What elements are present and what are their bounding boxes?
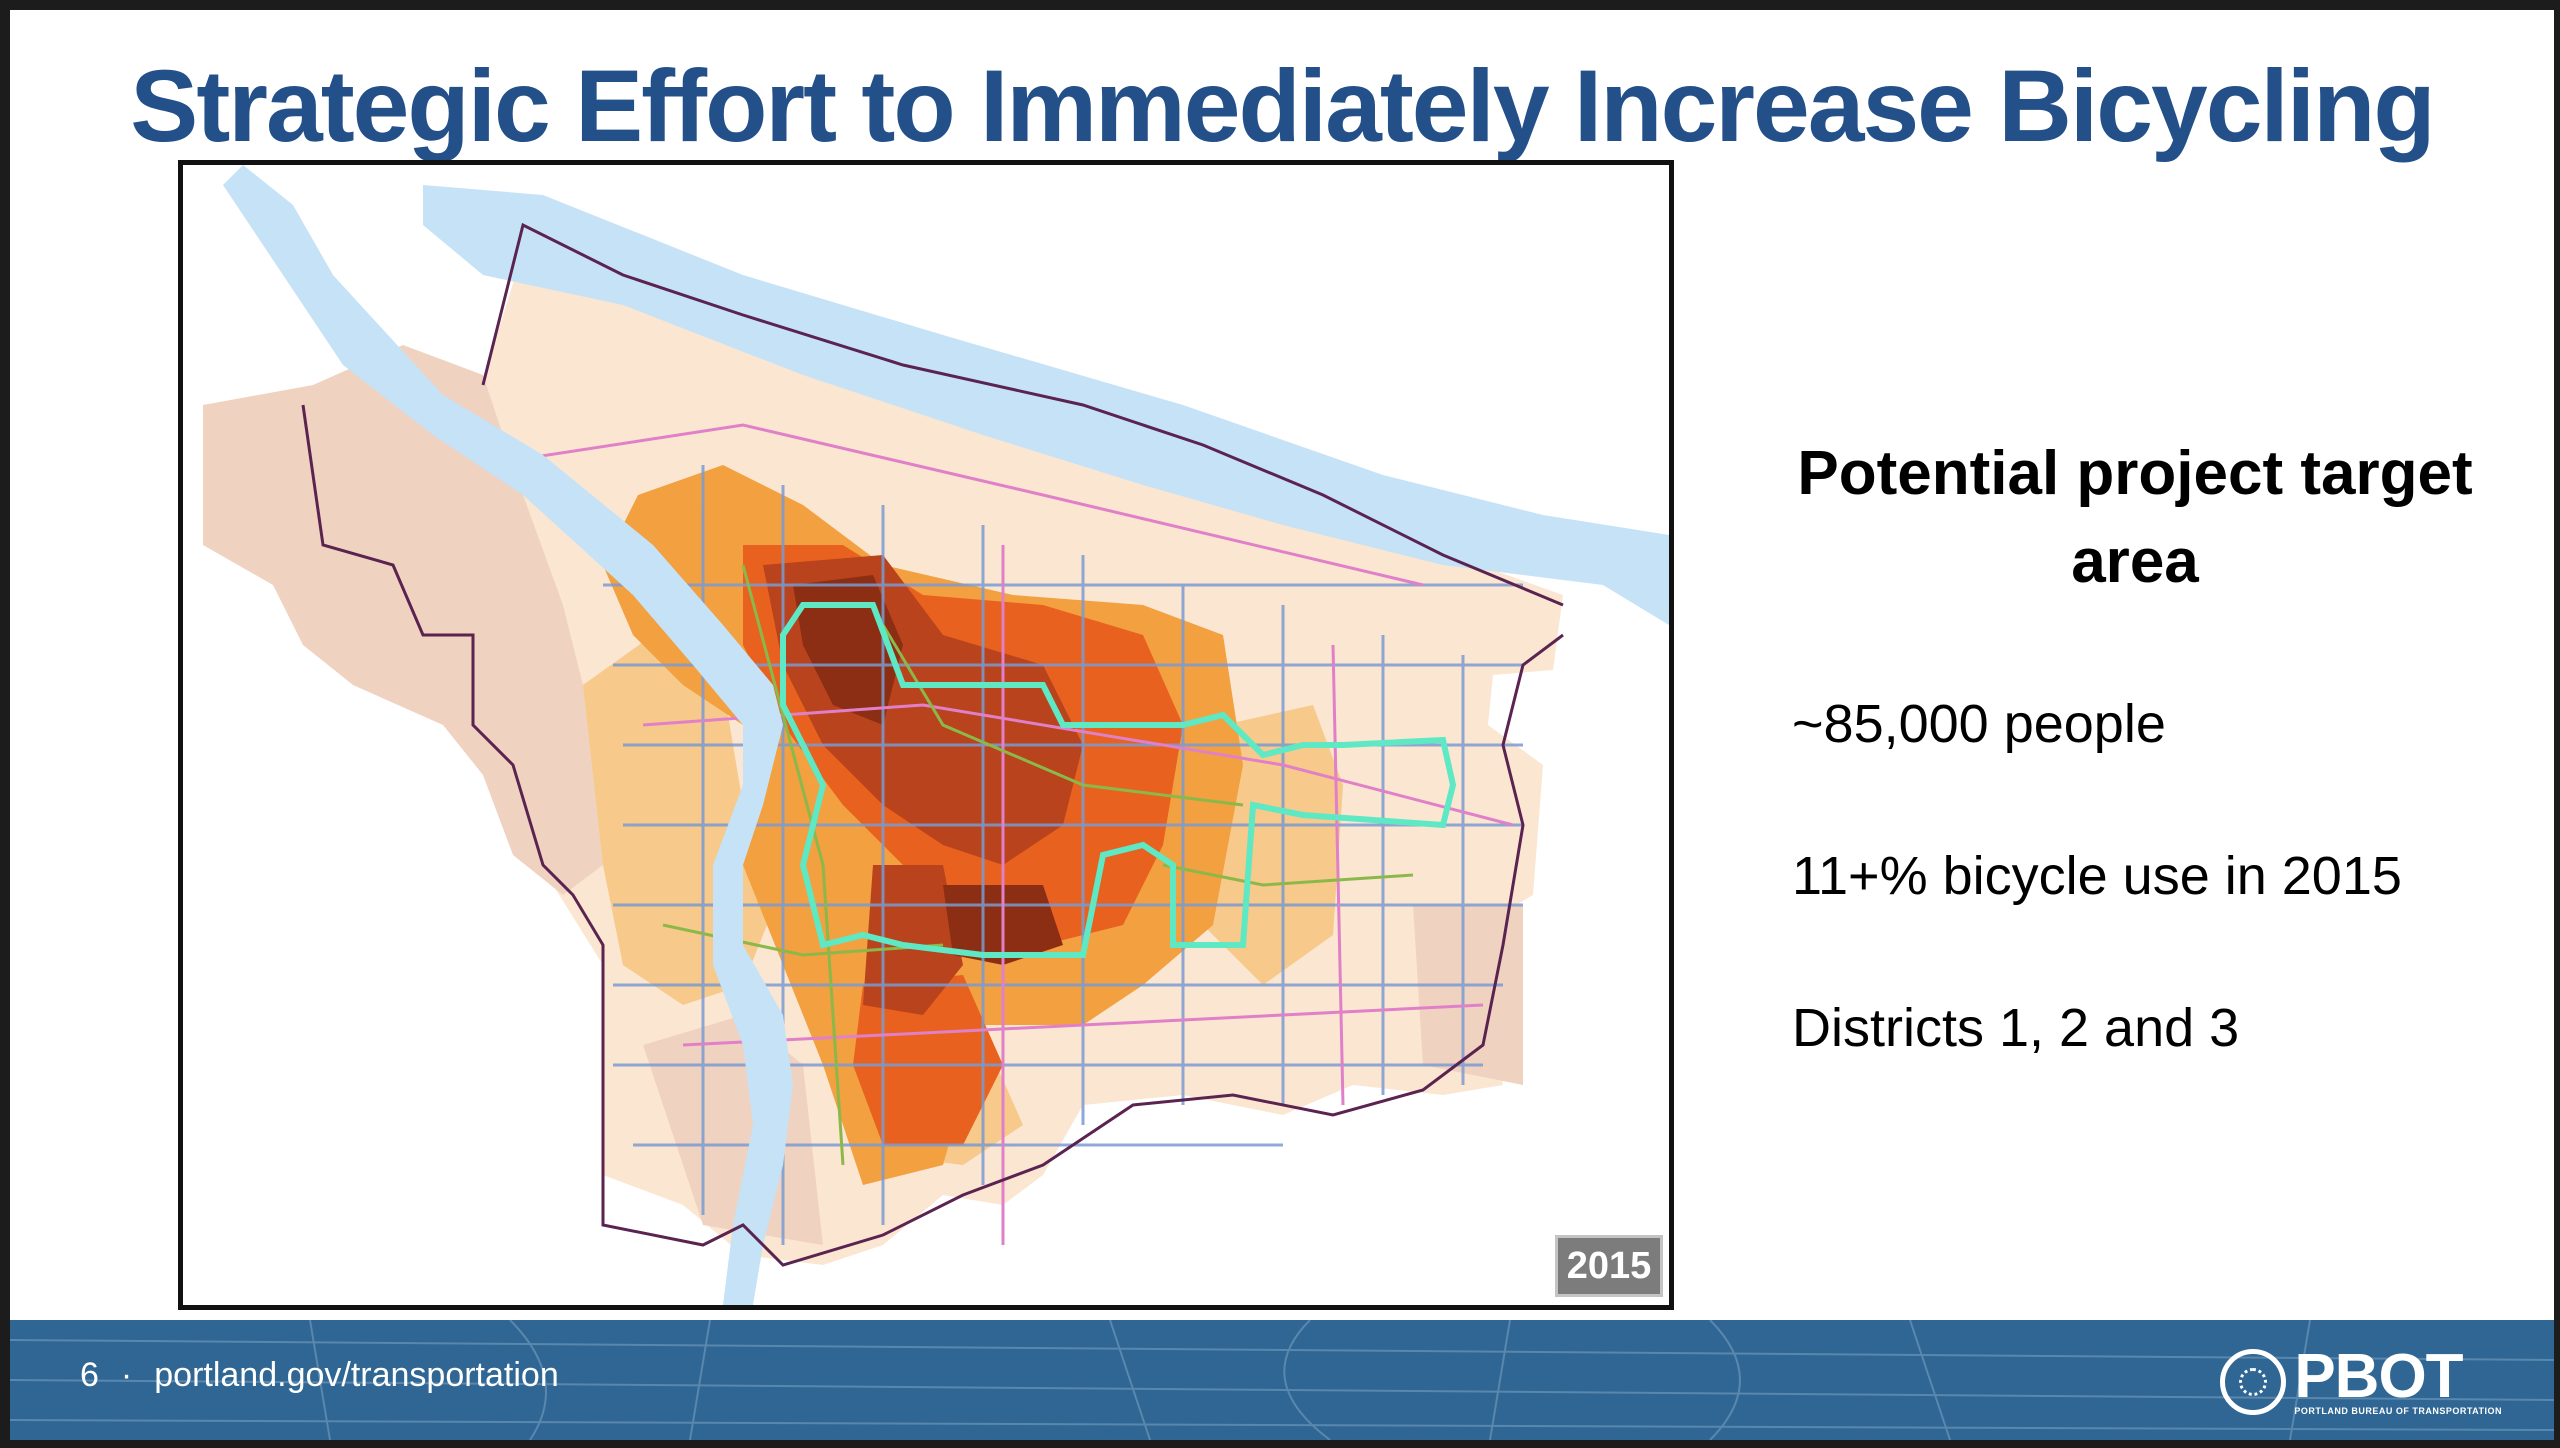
high-use-zone-south [853, 975, 1003, 1145]
map-graphic [203, 165, 1669, 1305]
footer-text: 6 · portland.gov/transportation [80, 1356, 559, 1395]
logo-wordmark: PBOT PORTLAND BUREAU OF TRANSPORTATION [2294, 1342, 2502, 1417]
logo-subtext: PORTLAND BUREAU OF TRANSPORTATION [2294, 1406, 2502, 1416]
very-high-use-zone-south [863, 865, 963, 1015]
side-panel-heading: Potential project target area [1797, 439, 2473, 596]
east-tan-area [1413, 905, 1523, 1085]
side-panel: Potential project target area ~85,000 pe… [1780, 430, 2490, 1148]
footer-separator: · [120, 1356, 133, 1394]
footer-bar: 6 · portland.gov/transportation PBOT PORTL… [10, 1320, 2554, 1440]
bicycle-use-map: 2015 [178, 160, 1674, 1310]
bikeway-network [662, 564, 1414, 1166]
pbot-logo: PBOT PORTLAND BUREAU OF TRANSPORTATION [2220, 1342, 2502, 1422]
stat-population: ~85,000 people [1792, 694, 2166, 754]
stat-districts: Districts 1, 2 and 3 [1792, 998, 2240, 1058]
stat-bicycle-use: 11+% bicycle use in 2015 [1792, 846, 2402, 906]
columbia-river [423, 185, 1669, 625]
footer-map-pattern [10, 1320, 2554, 1440]
city-seal-icon [2220, 1349, 2287, 1415]
city-boundary [301, 404, 1564, 1267]
north-boundary [481, 222, 1564, 607]
footer-url[interactable]: portland.gov/transportation [154, 1356, 559, 1394]
slide-title: Strategic Effort to Immediately Increase… [130, 49, 2435, 163]
page-number: 6 [80, 1356, 99, 1394]
year-badge: 2015 [1555, 1235, 1663, 1297]
logo-text: PBOT [2294, 1342, 2463, 1411]
slide: Strategic Effort to Immediately Increase… [10, 10, 2554, 1440]
target-area-outline [780, 602, 1457, 958]
